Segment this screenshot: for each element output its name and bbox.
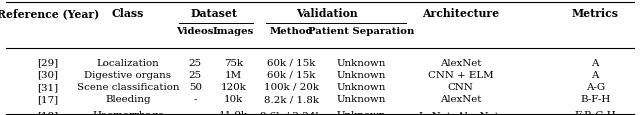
Text: AlexNet: AlexNet: [440, 94, 481, 103]
Text: Metrics: Metrics: [572, 8, 619, 19]
Text: Unknown: Unknown: [337, 58, 387, 67]
Text: A: A: [591, 70, 599, 79]
Text: B-F-H: B-F-H: [580, 94, 611, 103]
Text: Unknown: Unknown: [337, 70, 387, 79]
Text: Class: Class: [112, 8, 144, 19]
Text: -: -: [193, 94, 197, 103]
Text: AlexNet: AlexNet: [440, 58, 481, 67]
Text: 25: 25: [189, 58, 202, 67]
Text: Reference (Year): Reference (Year): [0, 8, 99, 19]
Text: LeNet, AlexNet,
GoogleNet, VGG-Net: LeNet, AlexNet, GoogleNet, VGG-Net: [406, 110, 515, 115]
Text: Method: Method: [269, 26, 313, 35]
Text: 100k / 20k: 100k / 20k: [264, 82, 319, 91]
Text: [31]: [31]: [37, 82, 59, 91]
Text: [29]: [29]: [37, 58, 59, 67]
Text: 1M: 1M: [225, 70, 242, 79]
Text: A: A: [591, 58, 599, 67]
Text: 75k: 75k: [224, 58, 243, 67]
Text: Patient Separation: Patient Separation: [308, 26, 415, 35]
Text: 50: 50: [189, 82, 202, 91]
Text: Haemorrhage: Haemorrhage: [92, 110, 164, 115]
Text: [17]: [17]: [37, 94, 59, 103]
Text: 11.9k: 11.9k: [219, 110, 248, 115]
Text: 8.2k / 1.8k: 8.2k / 1.8k: [264, 94, 319, 103]
Text: Scene classification: Scene classification: [77, 82, 179, 91]
Text: 60k / 15k: 60k / 15k: [267, 58, 316, 67]
Text: Videos: Videos: [177, 26, 214, 35]
Text: Dataset: Dataset: [191, 8, 238, 19]
Text: Unknown: Unknown: [337, 110, 387, 115]
Text: 60k / 15k: 60k / 15k: [267, 70, 316, 79]
Text: 10k: 10k: [224, 94, 243, 103]
Text: Unknown: Unknown: [337, 94, 387, 103]
Text: Validation: Validation: [296, 8, 357, 19]
Text: Digestive organs: Digestive organs: [84, 70, 172, 79]
Text: CNN: CNN: [448, 82, 474, 91]
Text: A-G: A-G: [586, 82, 605, 91]
Text: [30]: [30]: [38, 70, 58, 79]
Text: Unknown: Unknown: [337, 82, 387, 91]
Text: Bleeding: Bleeding: [105, 94, 151, 103]
Text: 9.6k / 2.24k: 9.6k / 2.24k: [260, 110, 322, 115]
Text: Localization: Localization: [97, 58, 159, 67]
Text: 25: 25: [189, 70, 202, 79]
Text: CNN + ELM: CNN + ELM: [428, 70, 493, 79]
Text: Images: Images: [213, 26, 254, 35]
Text: 120k: 120k: [221, 82, 246, 91]
Text: -: -: [193, 110, 197, 115]
Text: Architecture: Architecture: [422, 8, 499, 19]
Text: [18]: [18]: [37, 110, 59, 115]
Text: F-B-C-H: F-B-C-H: [574, 110, 616, 115]
